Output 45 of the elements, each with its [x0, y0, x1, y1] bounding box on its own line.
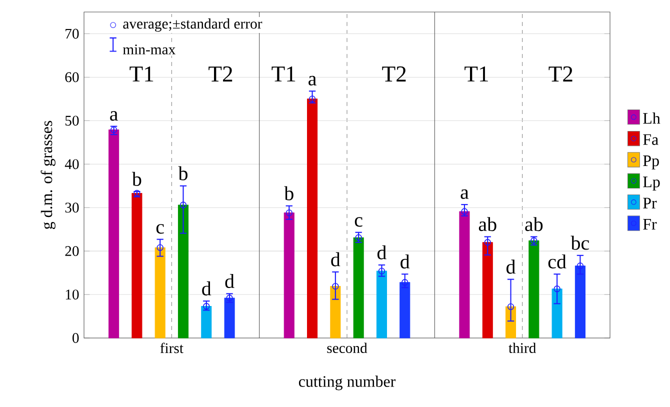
- data-label: c: [156, 224, 164, 234]
- x-axis-title: cutting number: [298, 376, 396, 390]
- legend-label: Fr: [643, 219, 657, 230]
- y-tick-label: 0: [72, 333, 79, 343]
- data-label: c: [354, 217, 362, 227]
- data-label: d: [225, 274, 234, 288]
- annotation: T2: [208, 66, 232, 82]
- legend-label: Fa: [643, 134, 658, 145]
- data-label: b: [178, 166, 188, 180]
- y-tick-label: 20: [65, 246, 79, 256]
- data-label: bc: [570, 236, 590, 250]
- data-label: d: [377, 245, 386, 260]
- annotation: T2: [382, 66, 406, 82]
- legend-label: Lh: [643, 112, 660, 124]
- annotation: T1: [464, 66, 488, 82]
- data-label: cd: [548, 254, 566, 268]
- annotation: min-max: [122, 44, 176, 54]
- annotation: T1: [272, 66, 296, 82]
- legend-label: Pr: [643, 198, 657, 208]
- x-tick-label: third: [508, 342, 536, 354]
- data-label: b: [284, 186, 294, 200]
- annotation: T1: [130, 66, 154, 82]
- data-label: d: [400, 254, 410, 268]
- y-tick-label: 50: [65, 116, 79, 126]
- y-tick-label: 40: [64, 159, 79, 170]
- y-tick-label: 70: [66, 28, 79, 39]
- y-tick-label: 10: [66, 290, 79, 300]
- annotation: average;±standard error: [123, 18, 262, 32]
- data-label: a: [308, 76, 316, 86]
- data-label: a: [460, 189, 469, 199]
- data-label: ab: [478, 217, 496, 232]
- y-axis-title: g d.m. of grasses: [40, 120, 56, 229]
- data-label: d: [506, 260, 516, 274]
- y-tick-label: 30: [65, 202, 79, 213]
- legend-label: Lp: [643, 176, 660, 191]
- x-tick-label: first: [160, 342, 184, 354]
- annotation: T2: [548, 66, 572, 82]
- legend-label: Pp: [643, 155, 659, 170]
- y-tick-label: 60: [65, 72, 79, 82]
- data-label: a: [110, 111, 118, 121]
- data-label: b: [132, 172, 142, 186]
- x-tick-label: second: [327, 342, 368, 354]
- data-label: ab: [525, 217, 543, 232]
- data-label: d: [331, 252, 340, 266]
- data-label: d: [202, 281, 212, 296]
